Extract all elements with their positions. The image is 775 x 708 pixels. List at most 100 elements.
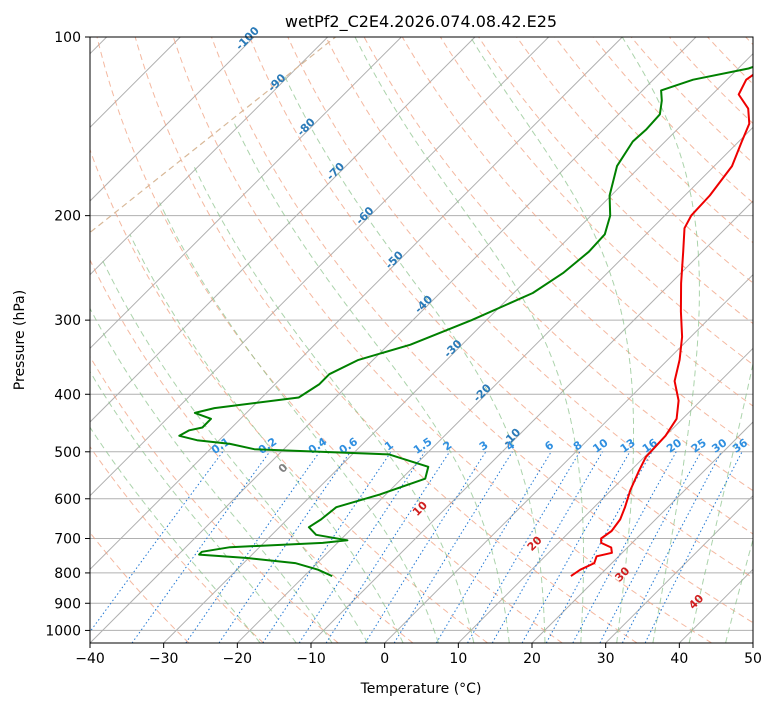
moist-adiabat bbox=[90, 370, 297, 643]
isotherm-line bbox=[236, 126, 753, 643]
mixing-ratio-line bbox=[131, 451, 271, 643]
isotherm-line bbox=[310, 200, 753, 643]
isotherm-line bbox=[90, 37, 255, 202]
x-tick-label: 10 bbox=[449, 651, 467, 667]
dry-adiabat bbox=[325, 37, 753, 492]
moist-adiabat bbox=[282, 72, 546, 643]
moist-adiabat bbox=[688, 361, 753, 643]
dry-adiabat bbox=[90, 355, 339, 643]
chart-title: wetPf2_C2E4.2026.074.08.42.E25 bbox=[285, 12, 557, 32]
mixing-ratio-label: 2 bbox=[441, 438, 455, 453]
isotherm-line bbox=[678, 568, 753, 643]
isotherm-label: -100 bbox=[233, 24, 262, 53]
x-tick-label: 50 bbox=[744, 651, 762, 667]
mixing-ratio-label: 3 bbox=[477, 438, 491, 453]
mixing-ratio-line bbox=[599, 451, 702, 643]
mixing-ratio-line bbox=[572, 451, 677, 643]
x-tick-label: 0 bbox=[380, 651, 389, 667]
mixing-ratio-line bbox=[393, 451, 513, 643]
isotherm-label: -90 bbox=[265, 71, 288, 94]
isotherm-label: -30 bbox=[441, 337, 464, 360]
isotherm-label: -50 bbox=[383, 248, 406, 271]
isotherm-label: -20 bbox=[471, 381, 494, 404]
isotherm-label: -40 bbox=[412, 293, 435, 316]
moist-adiabat-label: 0 bbox=[276, 461, 291, 476]
mixing-ratio-label: 1.5 bbox=[411, 435, 434, 457]
moist-adiabat bbox=[234, 123, 510, 643]
moist-adiabat bbox=[621, 37, 700, 643]
mixing-ratio-line bbox=[491, 451, 603, 643]
dewpoint-line bbox=[178, 65, 753, 578]
y-tick-label: 700 bbox=[54, 532, 81, 548]
isotherm-line bbox=[90, 37, 550, 497]
isotherm-label: -70 bbox=[324, 160, 347, 183]
mixing-ratio-label: 1 bbox=[382, 438, 396, 453]
moist-adiabat-label: 10 bbox=[410, 498, 430, 518]
moist-adiabat bbox=[354, 37, 584, 643]
isotherm-label: -10 bbox=[500, 425, 523, 448]
dry-adiabat bbox=[211, 37, 753, 624]
x-tick-label: 30 bbox=[597, 651, 615, 667]
dry-adiabat bbox=[630, 37, 753, 164]
y-axis-label: Pressure (hPa) bbox=[12, 290, 28, 390]
moist-adiabat bbox=[90, 426, 261, 643]
dry-adiabat bbox=[401, 37, 753, 407]
dry-adiabat bbox=[363, 37, 753, 449]
isotherm-line bbox=[752, 642, 753, 643]
dry-adiabat bbox=[707, 37, 753, 85]
temperature-line bbox=[570, 73, 753, 577]
mixing-ratio-label: 8 bbox=[571, 438, 585, 453]
moist-adiabat bbox=[159, 202, 439, 643]
mixing-ratio-line bbox=[521, 451, 631, 643]
y-tick-label: 600 bbox=[54, 492, 81, 508]
dry-adiabat bbox=[592, 37, 753, 204]
moist-adiabat bbox=[193, 165, 475, 643]
moist-adiabat bbox=[725, 538, 753, 643]
y-tick-label: 1000 bbox=[45, 623, 81, 639]
mixing-ratio-label: 0.4 bbox=[306, 435, 330, 457]
isotherm-line bbox=[90, 37, 402, 350]
dry-adiabat bbox=[96, 37, 563, 643]
plot-frame bbox=[89, 36, 754, 644]
y-tick-label: 300 bbox=[54, 313, 81, 329]
isotherm-label: -80 bbox=[295, 115, 318, 138]
mixing-ratio-line bbox=[435, 451, 552, 643]
mixing-ratio-line bbox=[218, 451, 351, 643]
dry-adiabat bbox=[249, 37, 753, 579]
moist-adiabat-label: 30 bbox=[612, 564, 632, 584]
dry-adiabat bbox=[172, 37, 712, 643]
mixing-ratio-label: 20 bbox=[664, 436, 684, 456]
isotherm-line bbox=[90, 37, 476, 423]
isotherm-line bbox=[457, 347, 753, 643]
dry-adiabat bbox=[134, 37, 638, 643]
isotherm-line bbox=[90, 37, 329, 276]
y-tick-label: 900 bbox=[54, 596, 81, 612]
moist-adiabat-label: 40 bbox=[686, 592, 706, 612]
mixing-ratio-label: 30 bbox=[709, 436, 729, 456]
dry-adiabat bbox=[669, 37, 753, 125]
chart-grid bbox=[90, 37, 753, 643]
thermo-guides bbox=[90, 37, 753, 643]
mixing-ratio-line bbox=[262, 451, 392, 643]
x-tick-label: 20 bbox=[523, 651, 541, 667]
isotherm-line bbox=[605, 494, 753, 643]
mixing-ratio-line bbox=[325, 451, 451, 643]
x-tick-label: −40 bbox=[75, 651, 105, 667]
x-tick-label: −30 bbox=[149, 651, 179, 667]
mixing-ratio-label: 6 bbox=[542, 438, 556, 453]
x-axis-label: Temperature (°C) bbox=[360, 681, 482, 697]
dry-adiabat bbox=[90, 258, 414, 643]
isotherm-label: -60 bbox=[353, 204, 376, 227]
curved-guide-line bbox=[90, 37, 336, 234]
dry-adiabat bbox=[439, 37, 753, 366]
mixing-ratio-line bbox=[90, 451, 224, 633]
moist-adiabat bbox=[470, 37, 634, 643]
y-tick-label: 800 bbox=[54, 566, 81, 582]
mixing-ratio-label: 25 bbox=[689, 436, 709, 455]
mixing-ratio-line bbox=[364, 451, 487, 643]
mixing-ratio-line bbox=[545, 451, 653, 643]
x-tick-label: −20 bbox=[223, 651, 253, 667]
dry-adiabat bbox=[90, 531, 190, 643]
moist-adiabat bbox=[90, 307, 333, 643]
